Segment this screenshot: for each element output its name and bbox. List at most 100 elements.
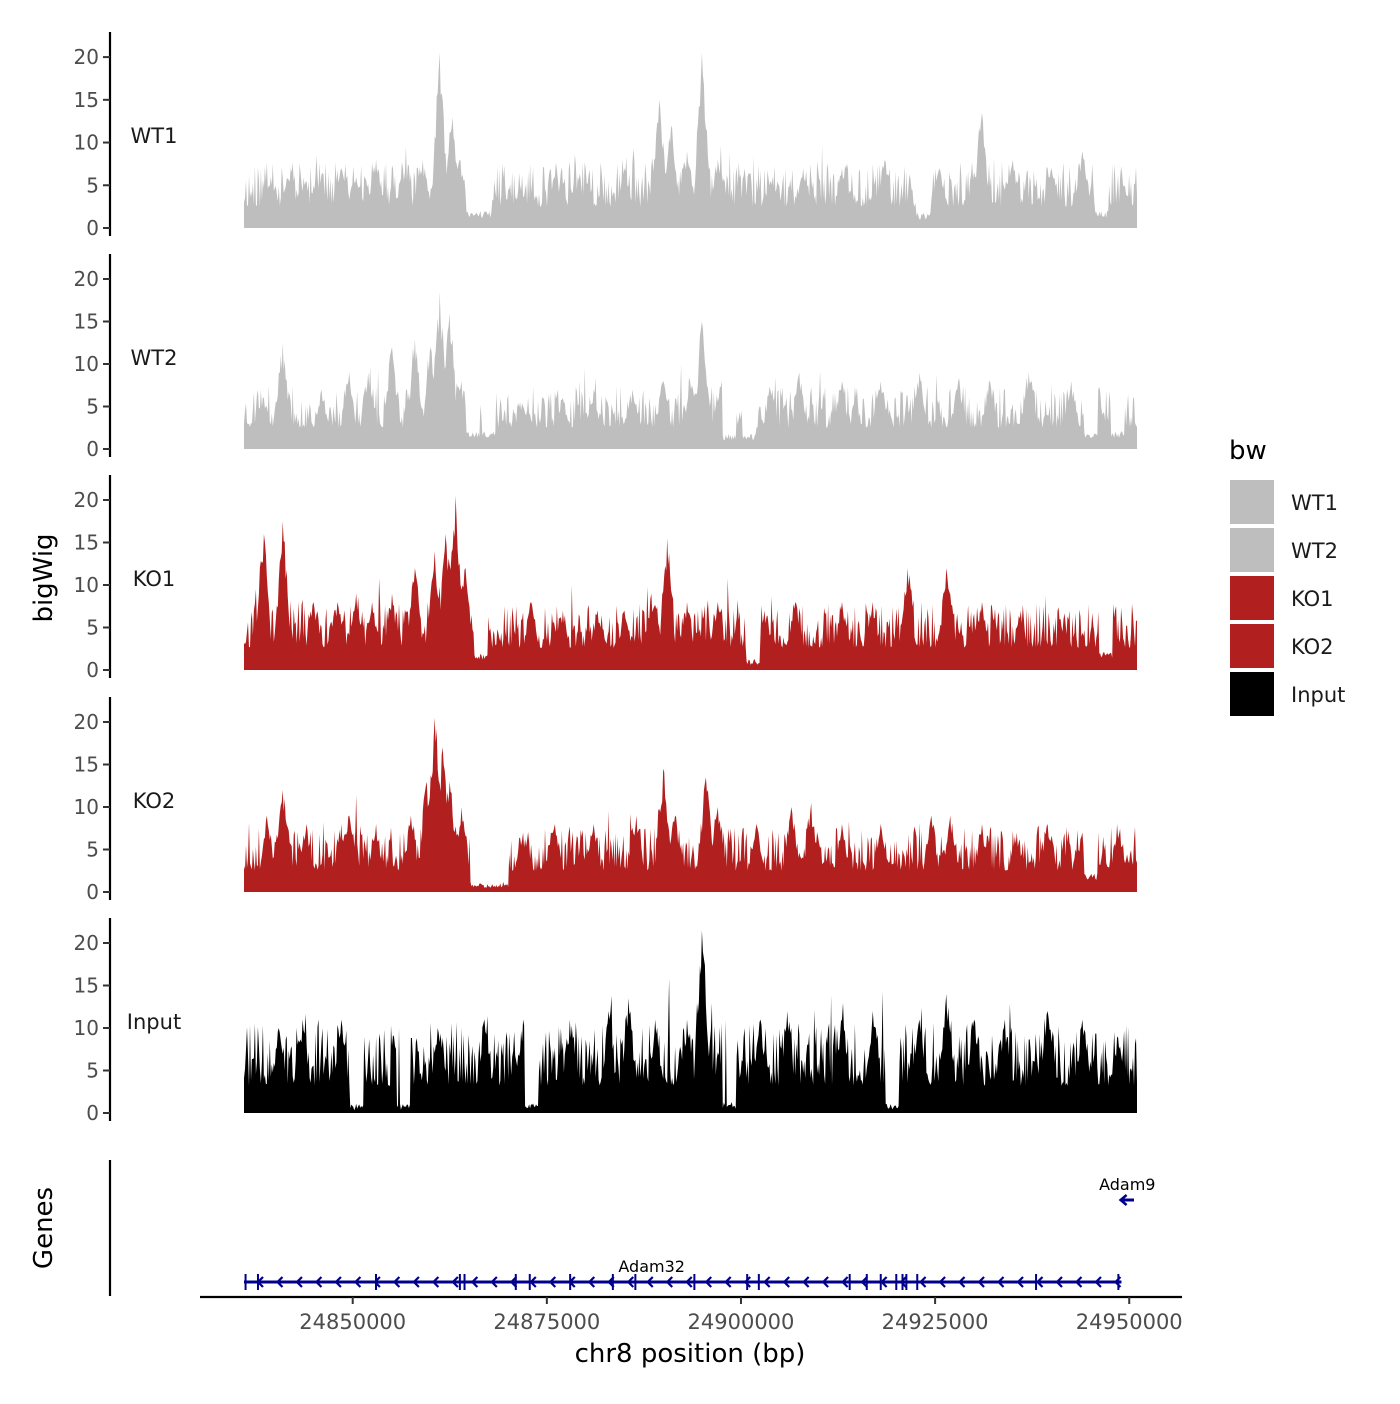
y-tick-label: 0 bbox=[86, 880, 99, 904]
track-wt2: 0 5 10 15 20 WT2 bbox=[74, 254, 1137, 461]
strand-arrow bbox=[996, 1276, 1005, 1288]
strand-arrow bbox=[1094, 1276, 1102, 1288]
strand-arrow bbox=[548, 1276, 557, 1288]
strand-arrow bbox=[353, 1276, 362, 1288]
signal-tracks: 0 5 10 15 20 WT1 0 5 10 15 20 WT2 0 5 10 15 20 KO1 0 5 10 15 2… bbox=[74, 32, 1137, 1125]
gene-label: Adam9 bbox=[1099, 1175, 1155, 1194]
legend-swatch bbox=[1230, 576, 1274, 620]
strand-arrow bbox=[587, 1276, 596, 1288]
y-tick-label: 20 bbox=[74, 710, 99, 734]
y-tick-label: 0 bbox=[86, 216, 99, 240]
legend-entry-ko1: KO1 bbox=[1230, 576, 1334, 620]
strand-arrow bbox=[1016, 1276, 1024, 1288]
strand-arrow bbox=[1118, 1194, 1128, 1206]
strand-arrow bbox=[841, 1276, 849, 1288]
x-tick-label: 24850000 bbox=[299, 1310, 406, 1334]
y-tick-label: 5 bbox=[86, 838, 99, 862]
track-label: KO1 bbox=[133, 567, 176, 591]
legend-title: bw bbox=[1229, 436, 1267, 466]
y-tick-label: 20 bbox=[74, 267, 99, 291]
track-label: WT1 bbox=[131, 124, 178, 148]
y-tick-label: 0 bbox=[86, 437, 99, 461]
strand-arrow bbox=[431, 1276, 440, 1288]
y-tick-label: 10 bbox=[74, 795, 99, 819]
track-wt1: 0 5 10 15 20 WT1 bbox=[74, 32, 1137, 240]
signal-area-input bbox=[244, 930, 1137, 1113]
x-tick-label: 24925000 bbox=[882, 1310, 989, 1334]
strand-arrow bbox=[821, 1276, 829, 1288]
y-axis-title: bigWig bbox=[29, 533, 59, 622]
y-tick-label: 20 bbox=[74, 45, 99, 69]
strand-arrow bbox=[646, 1276, 654, 1288]
y-tick-label: 15 bbox=[74, 310, 99, 334]
x-axis-title: chr8 position (bp) bbox=[575, 1339, 806, 1369]
signal-area-ko2 bbox=[244, 717, 1137, 892]
strand-arrow bbox=[373, 1276, 381, 1288]
strand-arrow bbox=[490, 1276, 498, 1288]
legend-entry-wt2: WT2 bbox=[1230, 528, 1338, 572]
gene-adam9: Adam9 bbox=[1099, 1175, 1155, 1206]
y-tick-label: 15 bbox=[74, 753, 99, 777]
x-axis: 24850000 24875000 24900000 24925000 24950000 bbox=[200, 1295, 1183, 1334]
y-tick-label: 15 bbox=[74, 531, 99, 555]
strand-arrow bbox=[899, 1276, 907, 1288]
y-tick-label: 5 bbox=[86, 395, 99, 419]
y-tick-label: 15 bbox=[74, 974, 99, 998]
y-tick-label: 5 bbox=[86, 616, 99, 640]
strand-arrow bbox=[782, 1276, 790, 1288]
gene-label: Adam32 bbox=[618, 1257, 685, 1276]
strand-arrow bbox=[763, 1276, 771, 1288]
legend-entry-ko2: KO2 bbox=[1230, 624, 1334, 668]
y-tick-label: 20 bbox=[74, 931, 99, 955]
legend-swatch bbox=[1230, 624, 1274, 668]
genes-track: Adam9 Adam32 bbox=[108, 1160, 1155, 1296]
strand-arrow bbox=[938, 1276, 946, 1288]
track-label: KO2 bbox=[133, 789, 176, 813]
strand-arrow bbox=[1055, 1276, 1063, 1288]
x-tick-label: 24875000 bbox=[493, 1310, 600, 1334]
strand-arrow bbox=[607, 1276, 615, 1288]
strand-arrow bbox=[626, 1276, 635, 1288]
legend-entry-wt1: WT1 bbox=[1230, 480, 1338, 524]
legend-swatch bbox=[1230, 480, 1274, 524]
y-tick-label: 0 bbox=[86, 1101, 99, 1125]
strand-arrow bbox=[295, 1276, 303, 1288]
x-tick-label: 24950000 bbox=[1076, 1310, 1183, 1334]
legend-swatch bbox=[1230, 528, 1274, 572]
track-ko1: 0 5 10 15 20 KO1 bbox=[74, 475, 1137, 682]
strand-arrow bbox=[392, 1276, 401, 1288]
strand-arrow bbox=[334, 1276, 342, 1288]
legend: bw WT1 WT2 KO1 KO2 Input bbox=[1229, 436, 1345, 716]
y-tick-label: 10 bbox=[74, 131, 99, 155]
track-label: Input bbox=[127, 1010, 181, 1034]
strand-arrow bbox=[665, 1276, 674, 1288]
y-tick-label: 20 bbox=[74, 488, 99, 512]
y-tick-label: 10 bbox=[74, 573, 99, 597]
track-ko2: 0 5 10 15 20 KO2 bbox=[74, 697, 1137, 904]
strand-arrow bbox=[880, 1276, 888, 1288]
strand-arrow bbox=[743, 1276, 751, 1288]
legend-label: KO2 bbox=[1291, 635, 1334, 659]
y-tick-label: 10 bbox=[74, 1016, 99, 1040]
strand-arrow bbox=[919, 1276, 927, 1288]
strand-arrow bbox=[704, 1276, 713, 1288]
strand-arrow bbox=[1035, 1276, 1044, 1288]
strand-arrow bbox=[314, 1276, 323, 1288]
signal-area-wt2 bbox=[244, 291, 1137, 449]
strand-arrow bbox=[470, 1276, 479, 1288]
strand-arrow bbox=[724, 1276, 732, 1288]
gene-adam32: Adam32 bbox=[244, 1257, 1122, 1290]
strand-arrow bbox=[958, 1276, 966, 1288]
legend-label: WT2 bbox=[1291, 539, 1338, 563]
signal-area-wt1 bbox=[244, 52, 1137, 228]
legend-swatch bbox=[1230, 672, 1274, 716]
legend-label: WT1 bbox=[1291, 491, 1338, 515]
strand-arrow bbox=[568, 1276, 576, 1288]
y-tick-label: 0 bbox=[86, 658, 99, 682]
strand-arrow bbox=[1113, 1276, 1122, 1288]
y-tick-label: 5 bbox=[86, 173, 99, 197]
legend-label: KO1 bbox=[1291, 587, 1334, 611]
strand-arrow bbox=[451, 1276, 459, 1288]
y-tick-label: 5 bbox=[86, 1059, 99, 1083]
